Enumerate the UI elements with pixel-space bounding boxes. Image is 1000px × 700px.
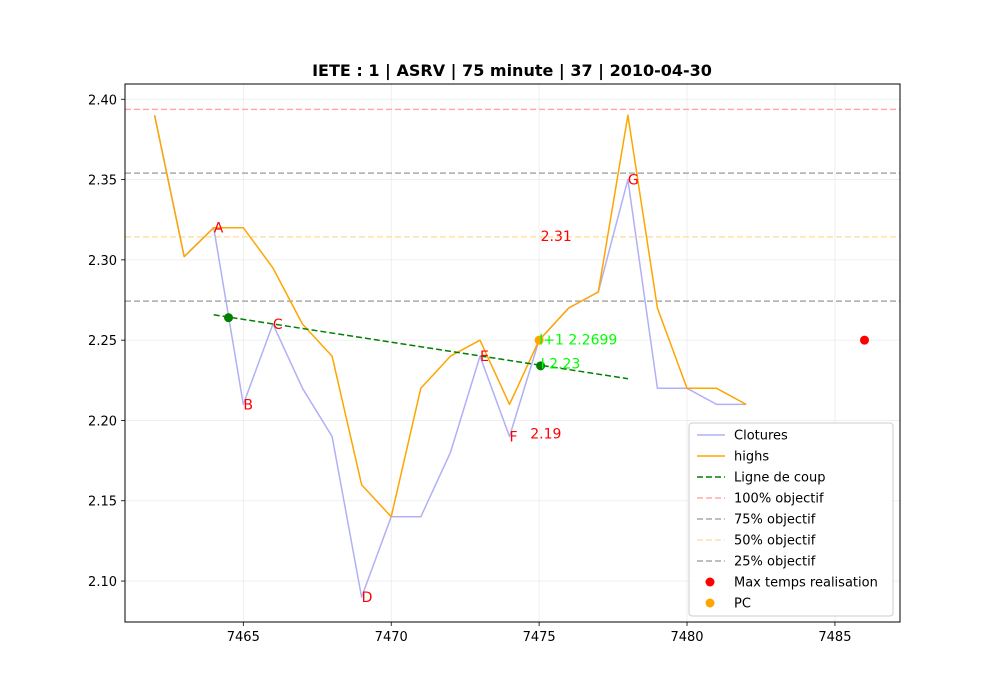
plot-frame bbox=[124, 83, 901, 623]
point-label: F bbox=[510, 430, 518, 446]
legend-label: Ligne de coup bbox=[734, 471, 825, 486]
point-label: B bbox=[243, 397, 253, 413]
markers bbox=[224, 313, 870, 371]
y-tick-label: 2.35 bbox=[88, 174, 117, 189]
y-axis: 2.10 2.15 2.20 2.25 2.30 2.35 2.40 bbox=[88, 93, 125, 590]
objective-lines bbox=[125, 108, 900, 302]
legend-label: 100% objectif bbox=[734, 492, 824, 507]
x-tick-label: 7470 bbox=[375, 630, 408, 645]
y-tick-label: 2.30 bbox=[88, 254, 117, 269]
legend-label: Max temps realisation bbox=[734, 576, 878, 591]
legend-label: 50% objectif bbox=[734, 534, 816, 549]
point-label: I+1 2.2699 bbox=[539, 332, 617, 348]
legend-label: highs bbox=[734, 450, 769, 465]
point-label: E bbox=[480, 349, 489, 365]
legend-swatch bbox=[705, 598, 715, 608]
x-axis: 7465 7470 7475 7480 7485 bbox=[227, 622, 851, 645]
marker-point bbox=[224, 313, 234, 323]
point-label: 2.19 bbox=[530, 426, 561, 442]
legend-swatch bbox=[705, 577, 715, 587]
series-line bbox=[153, 115, 747, 598]
x-tick-label: 7475 bbox=[523, 630, 556, 645]
legend-label: 25% objectif bbox=[734, 555, 816, 570]
point-label: 2.31 bbox=[541, 229, 572, 245]
x-tick-label: 7485 bbox=[818, 630, 851, 645]
marker-point bbox=[536, 361, 546, 371]
point-label: C bbox=[273, 317, 283, 333]
y-tick-label: 2.25 bbox=[88, 334, 117, 349]
y-tick-label: 2.15 bbox=[88, 495, 117, 510]
x-tick-label: 7465 bbox=[227, 630, 260, 645]
point-label: D bbox=[362, 590, 373, 606]
y-tick-label: 2.10 bbox=[88, 575, 117, 590]
point-label: A bbox=[214, 221, 224, 237]
legend-label: PC bbox=[734, 597, 751, 612]
marker-point bbox=[860, 335, 870, 345]
y-tick-label: 2.40 bbox=[88, 93, 117, 108]
legend: Clotures highs Ligne de coup 100% objectif 7… bbox=[688, 422, 894, 617]
series-lines bbox=[153, 114, 747, 598]
chart-title: IETE : 1 | ASRV | 75 minute | 37 | 2010-… bbox=[312, 61, 712, 81]
series-line bbox=[153, 114, 747, 518]
point-label: G bbox=[628, 173, 639, 189]
legend-label: Clotures bbox=[734, 429, 788, 444]
point-label: I 2.23 bbox=[541, 356, 581, 372]
legend-box bbox=[688, 422, 894, 617]
series-line bbox=[213, 314, 629, 380]
legend-label: 75% objectif bbox=[734, 513, 816, 528]
y-tick-label: 2.20 bbox=[88, 414, 117, 429]
marker-point bbox=[534, 335, 544, 345]
x-tick-label: 7480 bbox=[670, 630, 703, 645]
point-labels: A B C D E F G 2.31 2.19 I+1 2.2699 I 2.23 bbox=[214, 173, 639, 607]
